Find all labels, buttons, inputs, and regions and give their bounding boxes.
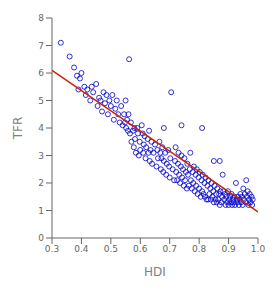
- svg-text:3: 3: [38, 151, 44, 161]
- svg-text:1.0: 1.0: [251, 244, 266, 254]
- svg-text:0.4: 0.4: [74, 244, 89, 254]
- svg-text:0.8: 0.8: [192, 244, 207, 254]
- svg-text:0.3: 0.3: [45, 244, 59, 254]
- svg-text:2: 2: [38, 178, 44, 188]
- svg-text:0.9: 0.9: [221, 244, 236, 254]
- svg-text:0.6: 0.6: [133, 244, 148, 254]
- svg-text:0.5: 0.5: [104, 244, 118, 254]
- svg-text:8: 8: [38, 13, 44, 23]
- svg-text:TFR: TFR: [11, 117, 25, 141]
- svg-text:1: 1: [38, 206, 44, 216]
- svg-text:0.7: 0.7: [163, 244, 177, 254]
- svg-text:5: 5: [38, 96, 44, 106]
- svg-text:HDI: HDI: [144, 265, 166, 279]
- svg-text:7: 7: [38, 41, 44, 51]
- svg-text:4: 4: [38, 123, 44, 133]
- svg-text:6: 6: [38, 68, 44, 78]
- svg-text:0: 0: [38, 233, 44, 243]
